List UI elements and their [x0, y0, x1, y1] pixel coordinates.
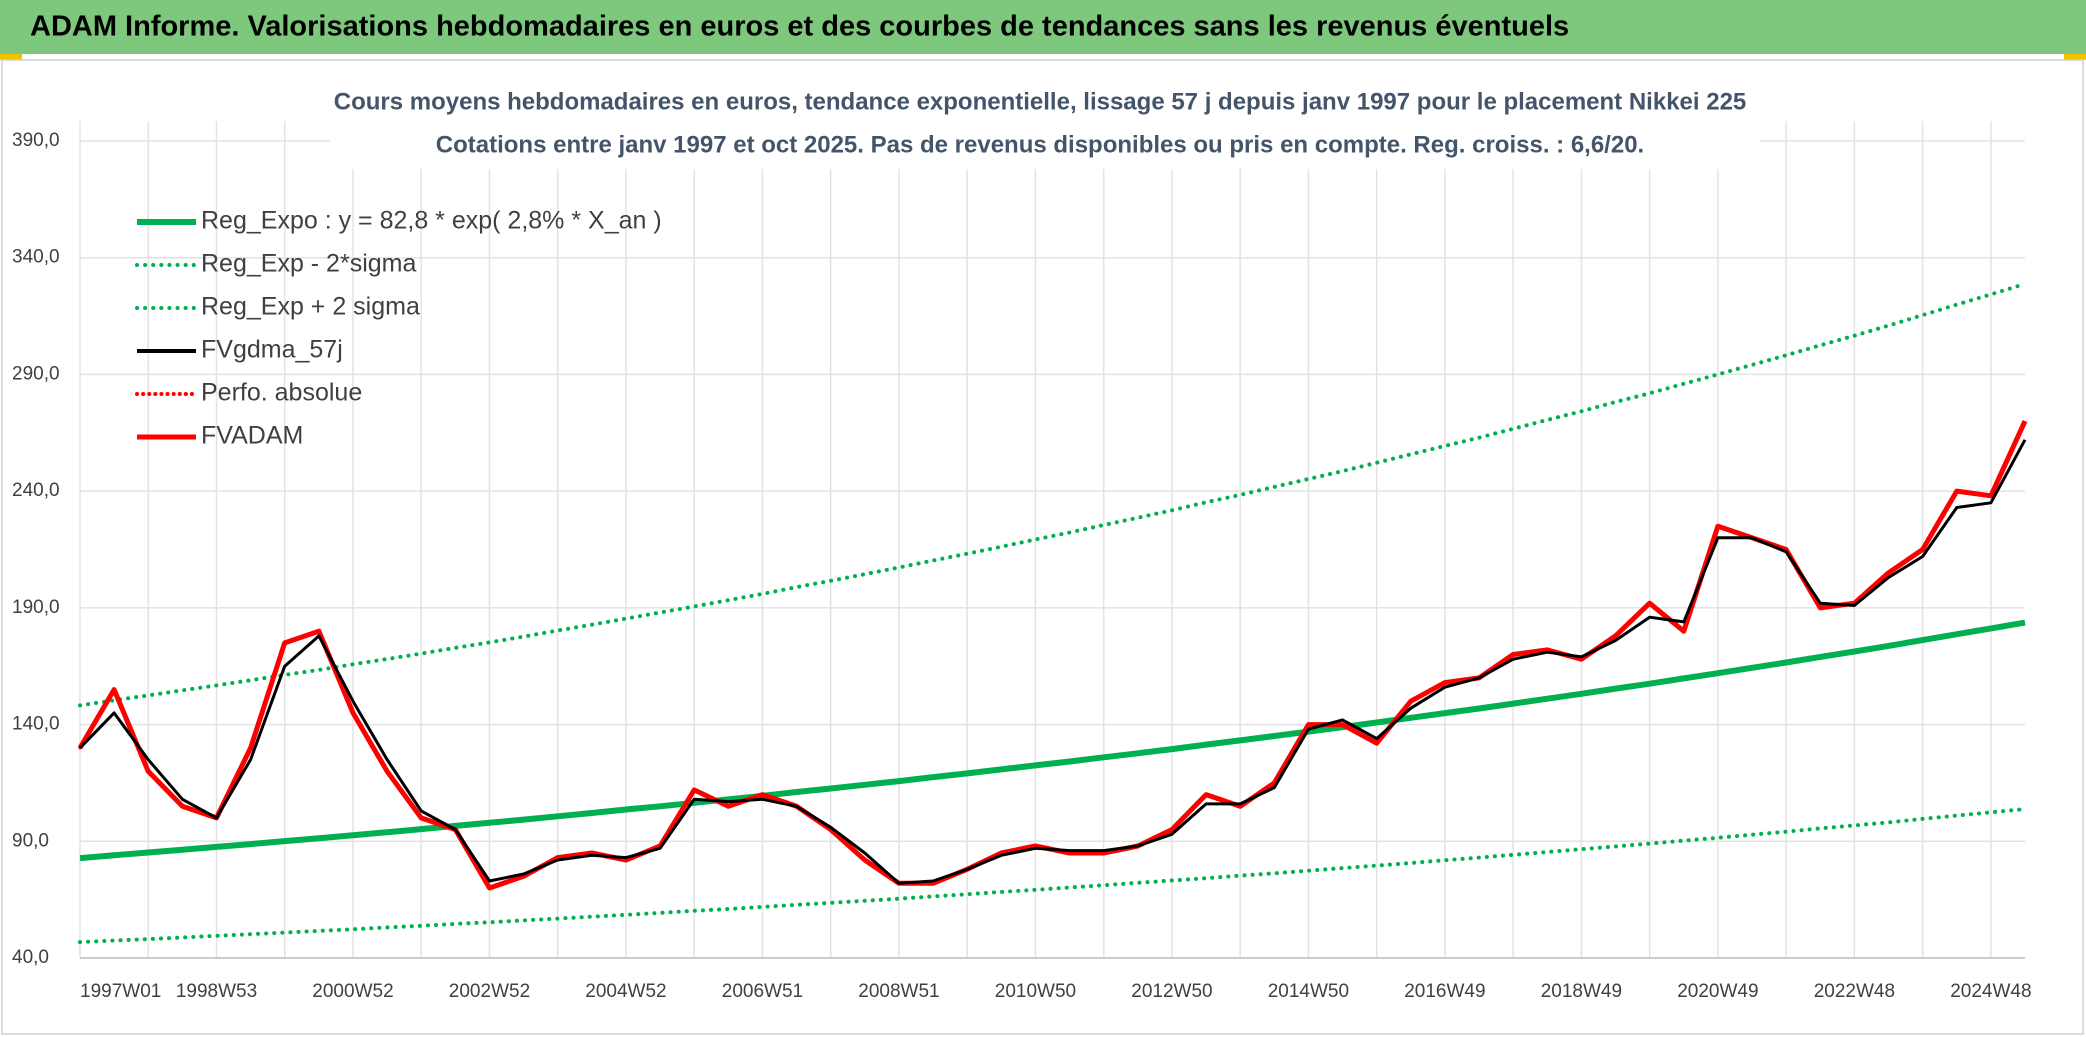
x-tick-label: 2004W52 [585, 981, 666, 1002]
legend-label: FVgdma_57j [201, 336, 343, 364]
series-line [79, 619, 2026, 862]
legend-label: Perfo. absolue [201, 379, 362, 407]
x-tick-label: 2014W50 [1268, 981, 1349, 1002]
x-tick-label: 1998W53 [176, 981, 257, 1002]
chart-frame [1, 59, 2084, 1035]
page-title: ADAM Informe. Valorisations hebdomadaire… [30, 11, 1569, 43]
header-band [0, 0, 2086, 54]
y-tick-label: 40,0 [12, 947, 49, 968]
x-tick-label: 2018W49 [1541, 981, 1622, 1002]
legend: Reg_Expo : y = 82,8 * exp( 2,8% * X_an )… [135, 207, 662, 450]
y-tick-label: 240,0 [12, 480, 60, 501]
chart-subtitle: Cotations entre janv 1997 et oct 2025. P… [436, 131, 1644, 158]
x-tick-label: 2016W49 [1404, 981, 1485, 1002]
legend-label: Reg_Exp + 2 sigma [201, 293, 420, 321]
chart-title: Cours moyens hebdomadaires en euros, ten… [334, 88, 1747, 115]
x-tick-label: 2002W52 [449, 981, 530, 1002]
legend-label: Reg_Expo : y = 82,8 * exp( 2,8% * X_an ) [201, 207, 662, 235]
y-tick-label: 190,0 [12, 597, 60, 618]
x-tick-label: 2012W50 [1131, 981, 1212, 1002]
corner-mark [2064, 54, 2086, 60]
legend-label: FVADAM [201, 422, 303, 450]
y-tick-label: 340,0 [12, 247, 60, 268]
legend-label: Reg_Exp - 2*sigma [201, 250, 416, 278]
grid: 1997W01 1998W53 2000W52 2002W52 2004W52 2006W… [12, 121, 2032, 1002]
y-tick-label: 90,0 [12, 830, 49, 851]
y-tick-label: 290,0 [12, 363, 60, 384]
x-tick-label: 2006W51 [722, 981, 803, 1002]
series-line [78, 281, 2027, 708]
y-tick-label: 140,0 [12, 714, 60, 735]
y-tick-label: 390,0 [12, 130, 60, 151]
series-line [78, 807, 2027, 945]
corner-mark [0, 54, 22, 60]
title-backdrop [330, 83, 1760, 169]
x-tick-label: 2008W51 [858, 981, 939, 1002]
x-tick-label: 1997W01 [80, 981, 161, 1002]
x-tick-label: 2000W52 [312, 981, 393, 1002]
x-tick-label: 2010W50 [995, 981, 1076, 1002]
plot-lines [77, 281, 2028, 945]
x-tick-label: 2020W49 [1677, 981, 1758, 1002]
x-tick-label: 2022W48 [1814, 981, 1895, 1002]
x-tick-label: 2024W48 [1950, 981, 2031, 1002]
series-line [78, 439, 2027, 885]
